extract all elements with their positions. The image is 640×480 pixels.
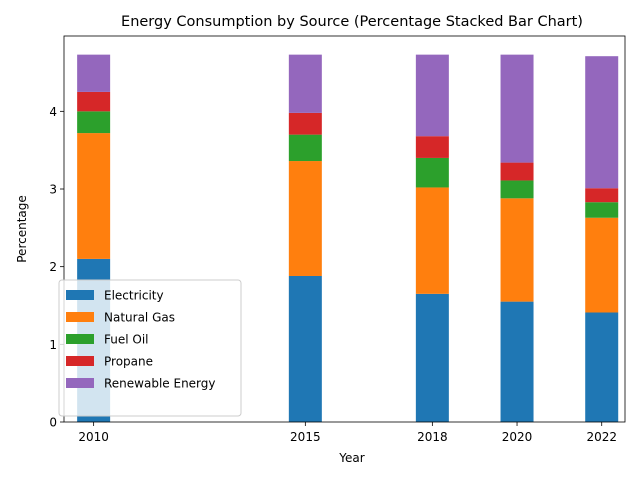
bar-propane-2015 <box>288 112 322 135</box>
bar-electricity-2022 <box>585 312 619 422</box>
bar-propane-2020 <box>500 162 534 181</box>
legend: Electricity Natural Gas Fuel Oil Propane Ren… <box>58 279 242 417</box>
x-axis: 2010 2015 2018 2020 2022 <box>78 422 617 444</box>
legend-box <box>58 279 242 417</box>
bar-natural-gas-2010 <box>77 133 111 259</box>
bar-electricity-2020 <box>500 301 534 422</box>
bar-propane-2010 <box>77 91 111 112</box>
legend-swatch-electricity <box>66 290 94 300</box>
bar-renewable-energy-2022 <box>585 56 619 189</box>
bar-natural-gas-2015 <box>288 161 322 276</box>
bar-renewable-energy-2010 <box>77 54 111 92</box>
legend-swatch-natural-gas <box>66 312 94 322</box>
legend-label-electricity: Electricity <box>104 289 164 303</box>
bar-electricity-2015 <box>288 275 322 422</box>
bar-renewable-energy-2018 <box>415 54 449 137</box>
y-tick-label: 1 <box>49 338 57 352</box>
legend-label-fuel-oil: Fuel Oil <box>104 333 149 347</box>
x-tick-label: 2022 <box>586 430 617 444</box>
x-tick-label: 2018 <box>417 430 448 444</box>
y-tick-label: 2 <box>49 260 57 274</box>
bar-propane-2018 <box>415 136 449 158</box>
x-tick-label: 2020 <box>502 430 533 444</box>
y-tick-label: 4 <box>49 105 57 119</box>
bars-group <box>77 54 619 422</box>
x-tick-label: 2015 <box>290 430 321 444</box>
legend-label-propane: Propane <box>104 355 153 369</box>
bar-fuel-oil-2022 <box>585 202 619 218</box>
plot-frame <box>63 35 626 423</box>
legend-swatch-renewable-energy <box>66 378 94 388</box>
bar-natural-gas-2018 <box>415 187 449 294</box>
bar-renewable-energy-2015 <box>288 54 322 113</box>
y-axis-label: Percentage <box>15 195 29 263</box>
bar-natural-gas-2022 <box>585 217 619 313</box>
legend-swatch-fuel-oil <box>66 334 94 344</box>
legend-label-natural-gas: Natural Gas <box>104 311 175 325</box>
bar-fuel-oil-2015 <box>288 134 322 162</box>
bar-electricity-2018 <box>415 293 449 422</box>
bar-fuel-oil-2018 <box>415 157 449 188</box>
x-tick-label: 2010 <box>78 430 109 444</box>
legend-label-renewable-energy: Renewable Energy <box>104 377 216 391</box>
bar-renewable-energy-2020 <box>500 54 534 163</box>
bar-natural-gas-2020 <box>500 198 534 302</box>
y-tick-label: 0 <box>49 416 57 430</box>
bar-fuel-oil-2020 <box>500 180 534 199</box>
bar-propane-2022 <box>585 188 619 203</box>
x-axis-label: Year <box>338 451 364 465</box>
bar-fuel-oil-2010 <box>77 111 111 134</box>
chart-title: Energy Consumption by Source (Percentage… <box>121 14 583 30</box>
y-tick-label: 3 <box>49 183 57 197</box>
legend-swatch-propane <box>66 356 94 366</box>
